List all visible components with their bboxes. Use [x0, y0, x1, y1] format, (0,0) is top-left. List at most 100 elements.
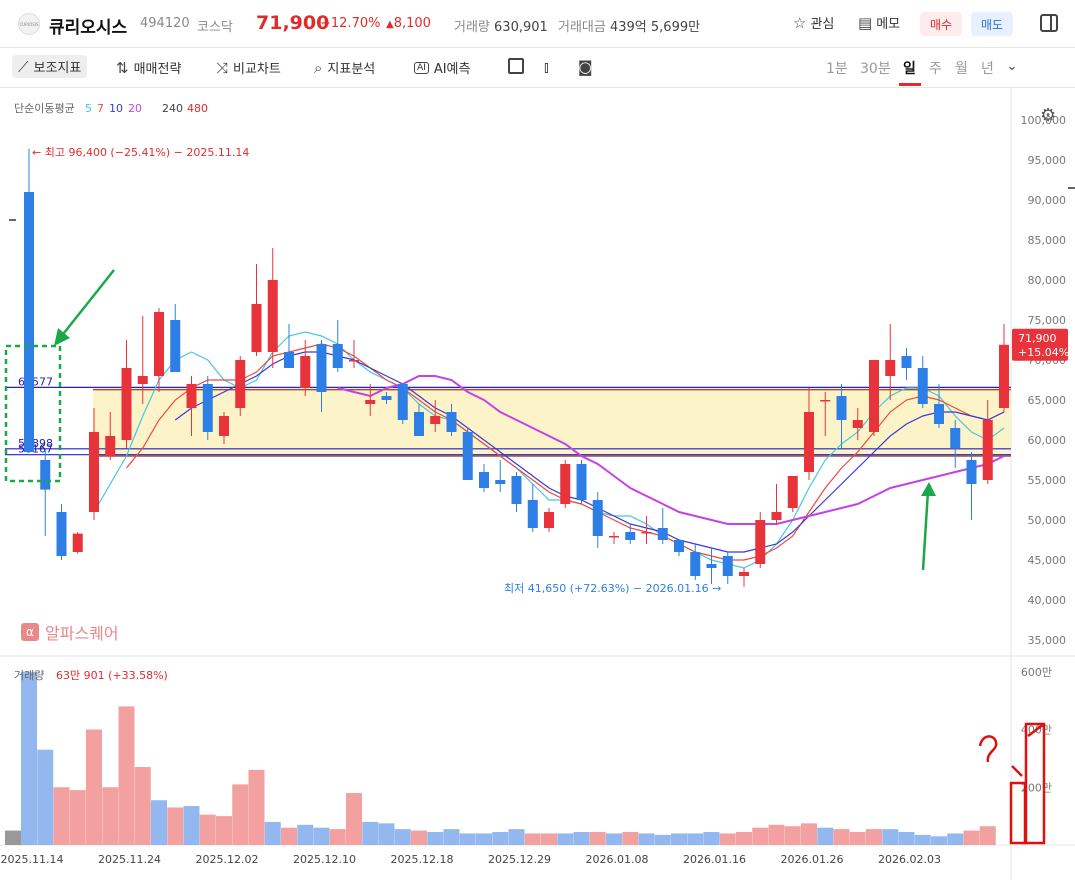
- settings-gear-icon[interactable]: ⚙: [1040, 105, 1057, 126]
- screenshot-button[interactable]: ◙: [578, 58, 593, 76]
- volume-bar: [931, 836, 947, 845]
- ma5-line: [93, 331, 1005, 569]
- volume-bar: [508, 829, 525, 845]
- candle-body: [316, 344, 327, 392]
- company-logo: CURIOSIS: [18, 13, 40, 35]
- period-month[interactable]: 월: [955, 61, 968, 77]
- candle-body: [349, 360, 359, 362]
- market-label: 코스닥: [197, 20, 233, 35]
- candle-body: [787, 476, 798, 508]
- analysis-button[interactable]: ⌕ 지표분석: [314, 58, 375, 78]
- volume-bar: [606, 833, 622, 845]
- candle-body: [332, 344, 343, 368]
- volume-bar: [411, 830, 427, 845]
- ma-legend-480: 480: [187, 102, 208, 115]
- volume-bar: [882, 829, 899, 845]
- candle-type-button[interactable]: ⫾: [544, 58, 549, 76]
- strategy-button[interactable]: ⇅ 매매전략: [116, 58, 182, 78]
- memo-label: 메모: [876, 17, 901, 32]
- candle-body: [186, 384, 197, 408]
- watch-button[interactable]: ☆ 관심: [793, 13, 834, 33]
- volume-bar: [69, 790, 86, 845]
- period-1min[interactable]: 1분: [826, 61, 848, 77]
- high-price-note: ← 최고 96,400 (−25.41%) − 2025.11.14: [32, 146, 249, 159]
- candlestick-icon: ⫾: [544, 58, 549, 76]
- volume-bar: [281, 827, 297, 845]
- ai-predict-button[interactable]: AI AI예측: [414, 58, 470, 77]
- volume-bar: [183, 806, 200, 845]
- memo-button[interactable]: ▤ 메모: [858, 13, 901, 33]
- candle-body: [105, 436, 116, 456]
- volume-bar: [703, 832, 720, 845]
- volume-bar: [833, 829, 850, 845]
- price-tick-label: 75,000: [1028, 314, 1067, 327]
- period-week[interactable]: 주: [929, 61, 942, 77]
- candle-body: [219, 416, 229, 436]
- candle-body: [625, 532, 636, 540]
- candle-body: [24, 192, 34, 452]
- candle-body: [446, 412, 457, 432]
- legends: 단순이동평균 5 7 10 20 240 480 거래량 63만 901 (+3…: [14, 102, 721, 682]
- volume-bar: [297, 824, 314, 845]
- volume-bar: [492, 832, 509, 845]
- ai-icon: AI: [414, 61, 429, 74]
- candle-body: [40, 460, 51, 490]
- change-percent: +12.70%: [320, 16, 381, 31]
- side-panel-icon[interactable]: [1040, 14, 1058, 32]
- volume-bar: [329, 829, 346, 845]
- volume-legend-value: 63만 901 (+33.58%): [56, 669, 168, 682]
- buy-button[interactable]: 매수: [920, 12, 962, 36]
- candle-body: [251, 304, 262, 352]
- green-arrow-2-shaft: [921, 490, 930, 571]
- drawing-box-button[interactable]: [508, 58, 524, 74]
- period-day[interactable]: 일: [903, 61, 916, 77]
- ma-legend-7: 7: [97, 102, 104, 115]
- candle-body: [690, 552, 701, 576]
- price-tick-label: 80,000: [1028, 274, 1067, 287]
- candle-body: [495, 480, 506, 484]
- price-tick-label: 95,000: [1028, 154, 1067, 167]
- candle-body: [414, 412, 424, 436]
- candle-body: [397, 384, 408, 420]
- ma-legend-10: 10: [109, 102, 123, 115]
- period-year[interactable]: 년: [981, 61, 994, 77]
- amount-info: 거래대금 439억 5,699만: [558, 16, 700, 35]
- stock-code: 494120: [140, 16, 190, 31]
- volume-bar: [687, 833, 704, 845]
- candle-body: [885, 360, 896, 376]
- candle-body: [755, 520, 766, 564]
- volume-bars: [5, 671, 996, 845]
- period-30min[interactable]: 30분: [860, 61, 891, 77]
- candle-body: [999, 344, 1009, 408]
- compare-button[interactable]: ⤨ 비교차트: [216, 58, 281, 78]
- red-tick-mark: [1027, 723, 1045, 737]
- volume-bar: [979, 826, 996, 845]
- strategy-label: 매매전략: [133, 62, 182, 77]
- sell-button[interactable]: 매도: [971, 12, 1013, 36]
- square-icon: [508, 58, 524, 74]
- volume-bar: [736, 832, 752, 845]
- x-tick-label: 2025.11.14: [1, 853, 64, 866]
- indicators-button[interactable]: ⟋ 보조지표: [12, 55, 88, 78]
- volume-bar: [378, 823, 395, 845]
- volume-bar: [232, 784, 249, 845]
- candle-body: [511, 476, 522, 504]
- volume-bar: [53, 787, 70, 845]
- candle-body: [869, 360, 879, 432]
- up-triangle-icon: ▲: [386, 19, 394, 30]
- compare-label: 비교차트: [233, 62, 281, 77]
- current-price-tag-price: 71,900: [1018, 332, 1057, 345]
- volume-info: 거래량 630,901: [454, 16, 548, 35]
- stock-name: 큐리오시스: [49, 18, 128, 38]
- volume-bar: [719, 833, 736, 845]
- current-price: 71,900: [256, 12, 330, 34]
- star-icon: ☆: [793, 13, 807, 32]
- candle-body: [300, 356, 311, 388]
- period-dropdown-chevron-icon[interactable]: ⌄: [1006, 58, 1018, 74]
- candle-body: [154, 312, 164, 376]
- candle-body: [771, 512, 782, 520]
- green-arrow-1-shaft: [59, 269, 115, 339]
- annotations: 71,900+15.04%: [4, 187, 1075, 845]
- candle-body: [267, 280, 278, 352]
